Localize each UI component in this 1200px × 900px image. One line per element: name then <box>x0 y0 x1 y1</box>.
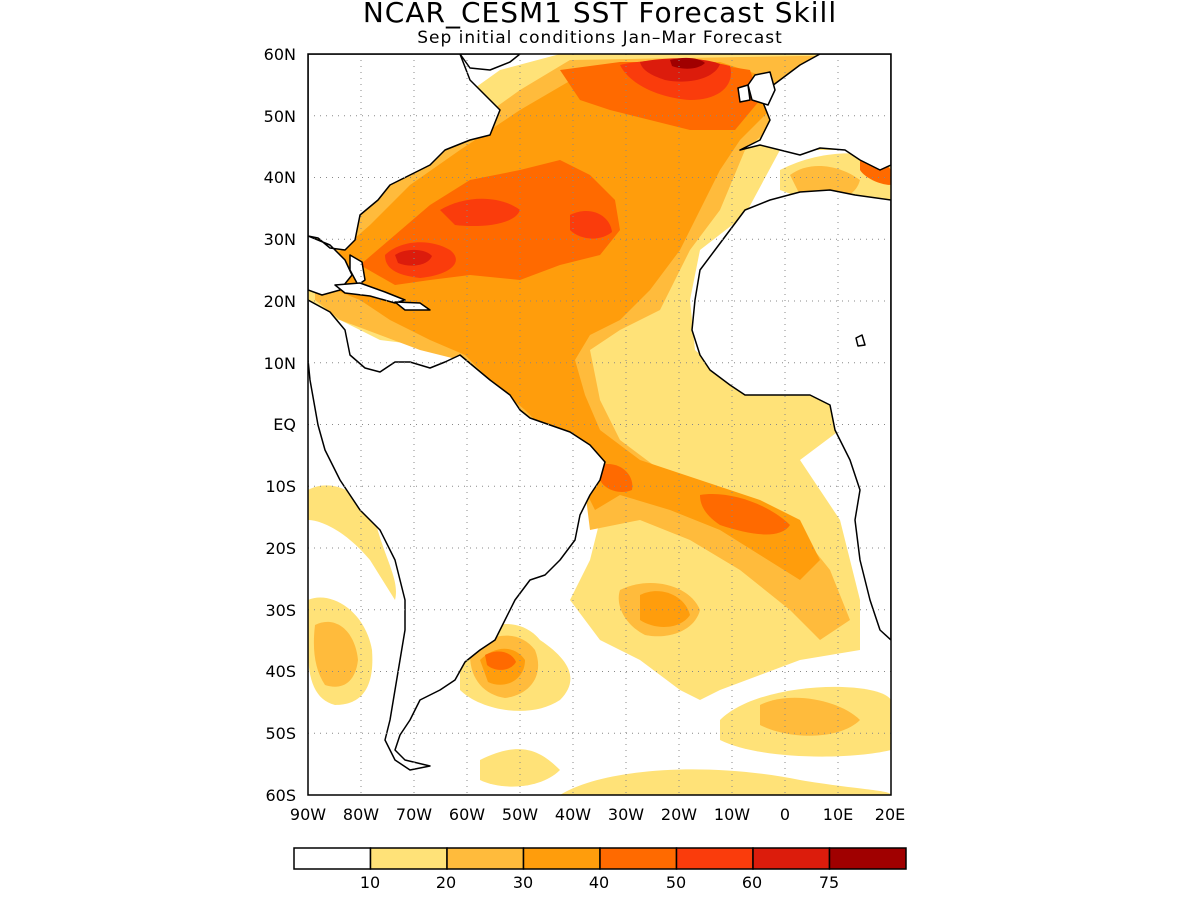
colorbar-swatch <box>446 847 525 870</box>
lat-label: 60S <box>265 786 296 805</box>
lon-label: 10W <box>714 805 750 824</box>
colorbar-swatch <box>293 847 372 870</box>
colorbar-swatch <box>675 847 754 870</box>
ireland-land <box>737 84 751 103</box>
colorbar-label: 60 <box>742 873 762 892</box>
greenland-land <box>459 54 521 71</box>
colorbar-label: 20 <box>436 873 456 892</box>
colorbar-label: 75 <box>819 873 839 892</box>
lat-label: 30S <box>265 601 296 620</box>
colorbar-labels: 10 20 30 40 50 60 75 <box>360 873 839 892</box>
lat-label: 40S <box>265 662 296 681</box>
lon-label: 80W <box>343 805 379 824</box>
central-america-land <box>308 299 606 771</box>
lat-label: 50N <box>264 107 296 126</box>
lat-label: 10S <box>265 477 296 496</box>
lat-label: 60N <box>264 45 296 64</box>
colorbar-swatch <box>752 847 831 870</box>
lon-label: 70W <box>396 805 432 824</box>
colorbar-label: 40 <box>589 873 609 892</box>
lon-label: 20W <box>661 805 697 824</box>
colorbar <box>293 847 907 870</box>
lat-label: 20N <box>264 292 296 311</box>
lon-label: 40W <box>555 805 591 824</box>
colorbar-swatch <box>599 847 678 870</box>
figure-title: NCAR_CESM1 SST Forecast Skill <box>362 0 838 29</box>
latitude-labels: 60N 50N 40N 30N 20N 10N EQ 10S 20S 30S 4… <box>264 45 296 805</box>
longitude-labels: 90W 80W 70W 60W 50W 40W 30W 20W 10W 0 10… <box>290 805 905 824</box>
lat-label: 40N <box>264 168 296 187</box>
lat-label: 50S <box>265 724 296 743</box>
lon-label: 10E <box>823 805 853 824</box>
colorbar-label: 30 <box>513 873 533 892</box>
skill-contours <box>308 54 891 795</box>
lon-label: 30W <box>608 805 644 824</box>
map-frame <box>307 53 892 796</box>
figure-subtitle: Sep initial conditions Jan–Mar Forecast <box>417 28 783 48</box>
lon-label: 50W <box>502 805 538 824</box>
land-masses <box>308 54 891 771</box>
lat-label: 10N <box>264 354 296 373</box>
colorbar-label: 50 <box>666 873 686 892</box>
lon-label: 20E <box>875 805 905 824</box>
lon-label: 60W <box>449 805 485 824</box>
lat-label: 30N <box>264 230 296 249</box>
colorbar-label: 10 <box>360 873 380 892</box>
lon-label: 0 <box>780 805 790 824</box>
lat-label: 20S <box>265 539 296 558</box>
colorbar-swatch <box>369 847 448 870</box>
hispaniola-land <box>394 301 431 311</box>
north-america-land <box>308 54 501 296</box>
lon-label: 90W <box>290 805 326 824</box>
island-small <box>855 334 866 347</box>
lat-label: EQ <box>273 415 296 434</box>
africa-land <box>691 189 891 641</box>
colorbar-swatch <box>828 847 907 870</box>
colorbar-swatch <box>522 847 601 870</box>
